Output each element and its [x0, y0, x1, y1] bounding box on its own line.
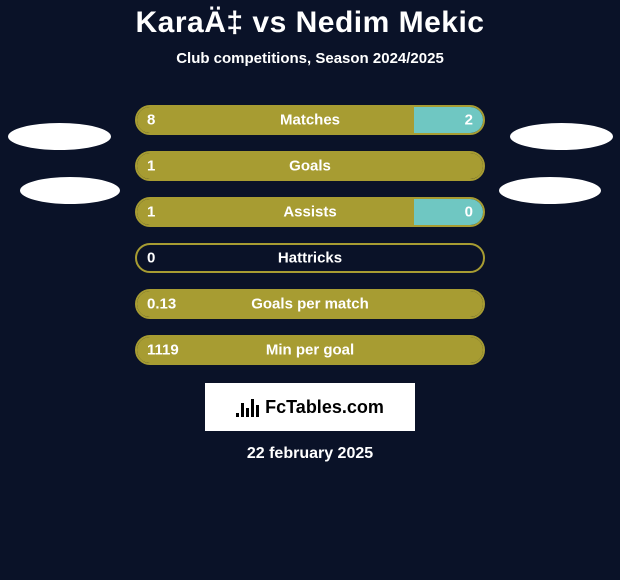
logo-text: FcTables.com	[265, 397, 384, 418]
stat-label: Min per goal	[266, 342, 354, 359]
stat-row: Goals per match 0.13	[0, 289, 620, 319]
stat-label: Goals per match	[251, 296, 369, 313]
stat-value-left: 1	[147, 204, 155, 221]
player-right-ellipse-bottom	[499, 177, 601, 204]
stat-label: Matches	[280, 112, 340, 129]
stat-bar: Matches 8 2	[135, 105, 485, 135]
stat-value-left: 1119	[147, 342, 179, 359]
date-label: 22 february 2025	[247, 445, 373, 463]
stat-label: Goals	[289, 158, 331, 175]
page-title: KaraÄ‡ vs Nedim Mekic	[136, 6, 485, 40]
stat-bar: Min per goal 1119	[135, 335, 485, 365]
stat-value-left: 1	[147, 158, 155, 175]
fctables-logo: FcTables.com	[205, 383, 415, 431]
card: KaraÄ‡ vs Nedim Mekic Club competitions,…	[0, 0, 620, 463]
logo-bar-icon	[251, 399, 254, 417]
stat-label: Hattricks	[278, 250, 342, 267]
player-right-ellipse-top	[510, 123, 613, 150]
stat-label: Assists	[283, 204, 336, 221]
stat-value-left: 8	[147, 112, 155, 129]
logo-bar-icon	[256, 405, 259, 417]
stat-row: Min per goal 1119	[0, 335, 620, 365]
logo-bar-icon	[246, 408, 249, 417]
stat-value-left: 0	[147, 250, 155, 267]
stat-value-right: 0	[465, 204, 473, 221]
stat-row: Goals 1	[0, 151, 620, 181]
player-left-ellipse-bottom	[20, 177, 120, 204]
stat-bar: Goals 1	[135, 151, 485, 181]
player-left-ellipse-top	[8, 123, 111, 150]
stat-bar-left	[137, 199, 414, 225]
stat-value-right: 2	[465, 112, 473, 129]
stat-bar: Assists 1 0	[135, 197, 485, 227]
stat-bar: Hattricks 0	[135, 243, 485, 273]
logo-chart-icon	[236, 397, 259, 417]
logo-bar-icon	[241, 403, 244, 417]
stat-value-left: 0.13	[147, 296, 176, 313]
logo-bar-icon	[236, 413, 239, 417]
stat-bar: Goals per match 0.13	[135, 289, 485, 319]
stat-bar-left	[137, 107, 414, 133]
stat-row: Hattricks 0	[0, 243, 620, 273]
page-subtitle: Club competitions, Season 2024/2025	[176, 50, 444, 67]
